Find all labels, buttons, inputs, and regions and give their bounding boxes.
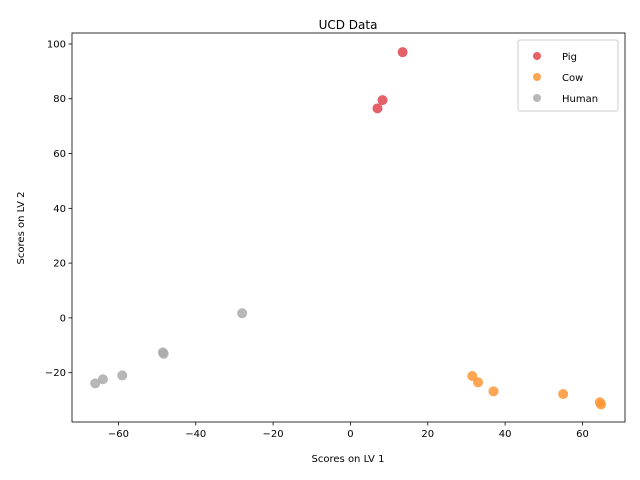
legend-marker-human	[533, 94, 541, 102]
chart-title: UCD Data	[319, 18, 378, 32]
y-tick-label: 80	[53, 94, 66, 105]
legend-marker-cow	[533, 73, 541, 81]
y-tick-label: 100	[47, 39, 66, 50]
x-tick-label: −60	[108, 429, 129, 440]
y-axis-label: Scores on LV 2	[16, 192, 27, 265]
point-pig-1	[377, 95, 388, 106]
x-axis-label: Scores on LV 1	[312, 454, 385, 465]
point-pig-0	[397, 47, 408, 58]
x-tick-label: 0	[347, 429, 353, 440]
points-layer	[90, 47, 607, 410]
x-tick-label: 40	[499, 429, 512, 440]
legend-label-pig: Pig	[562, 52, 577, 63]
legend: Pig Cow Human	[517, 39, 619, 112]
legend-marker-pig	[533, 52, 541, 60]
point-cow-5	[596, 399, 607, 410]
point-human-5	[90, 378, 101, 389]
y-tick-label: 20	[53, 259, 66, 270]
y-axis: −20 0 20 40 60 80 100	[45, 39, 72, 379]
x-tick-label: −40	[185, 429, 206, 440]
point-human-3	[117, 370, 128, 381]
x-tick-label: 20	[421, 429, 434, 440]
point-cow-3	[558, 389, 569, 400]
point-human-4	[97, 374, 108, 385]
legend-box	[517, 39, 619, 112]
point-human-0	[237, 308, 248, 319]
point-pig-2	[372, 103, 383, 114]
x-axis: −60 −40 −20 0 20 40 60	[108, 422, 589, 440]
x-tick-label: 60	[576, 429, 589, 440]
y-tick-label: −20	[45, 368, 66, 379]
point-cow-2	[488, 386, 499, 397]
y-tick-label: 60	[53, 149, 66, 160]
y-tick-label: 0	[60, 313, 66, 324]
y-tick-label: 40	[53, 204, 66, 215]
legend-label-cow: Cow	[562, 73, 583, 84]
point-cow-0	[467, 370, 478, 381]
legend-label-human: Human	[562, 94, 598, 105]
x-tick-label: −20	[263, 429, 284, 440]
point-human-2	[158, 348, 169, 359]
point-cow-1	[473, 377, 484, 388]
plot-frame	[71, 32, 626, 423]
